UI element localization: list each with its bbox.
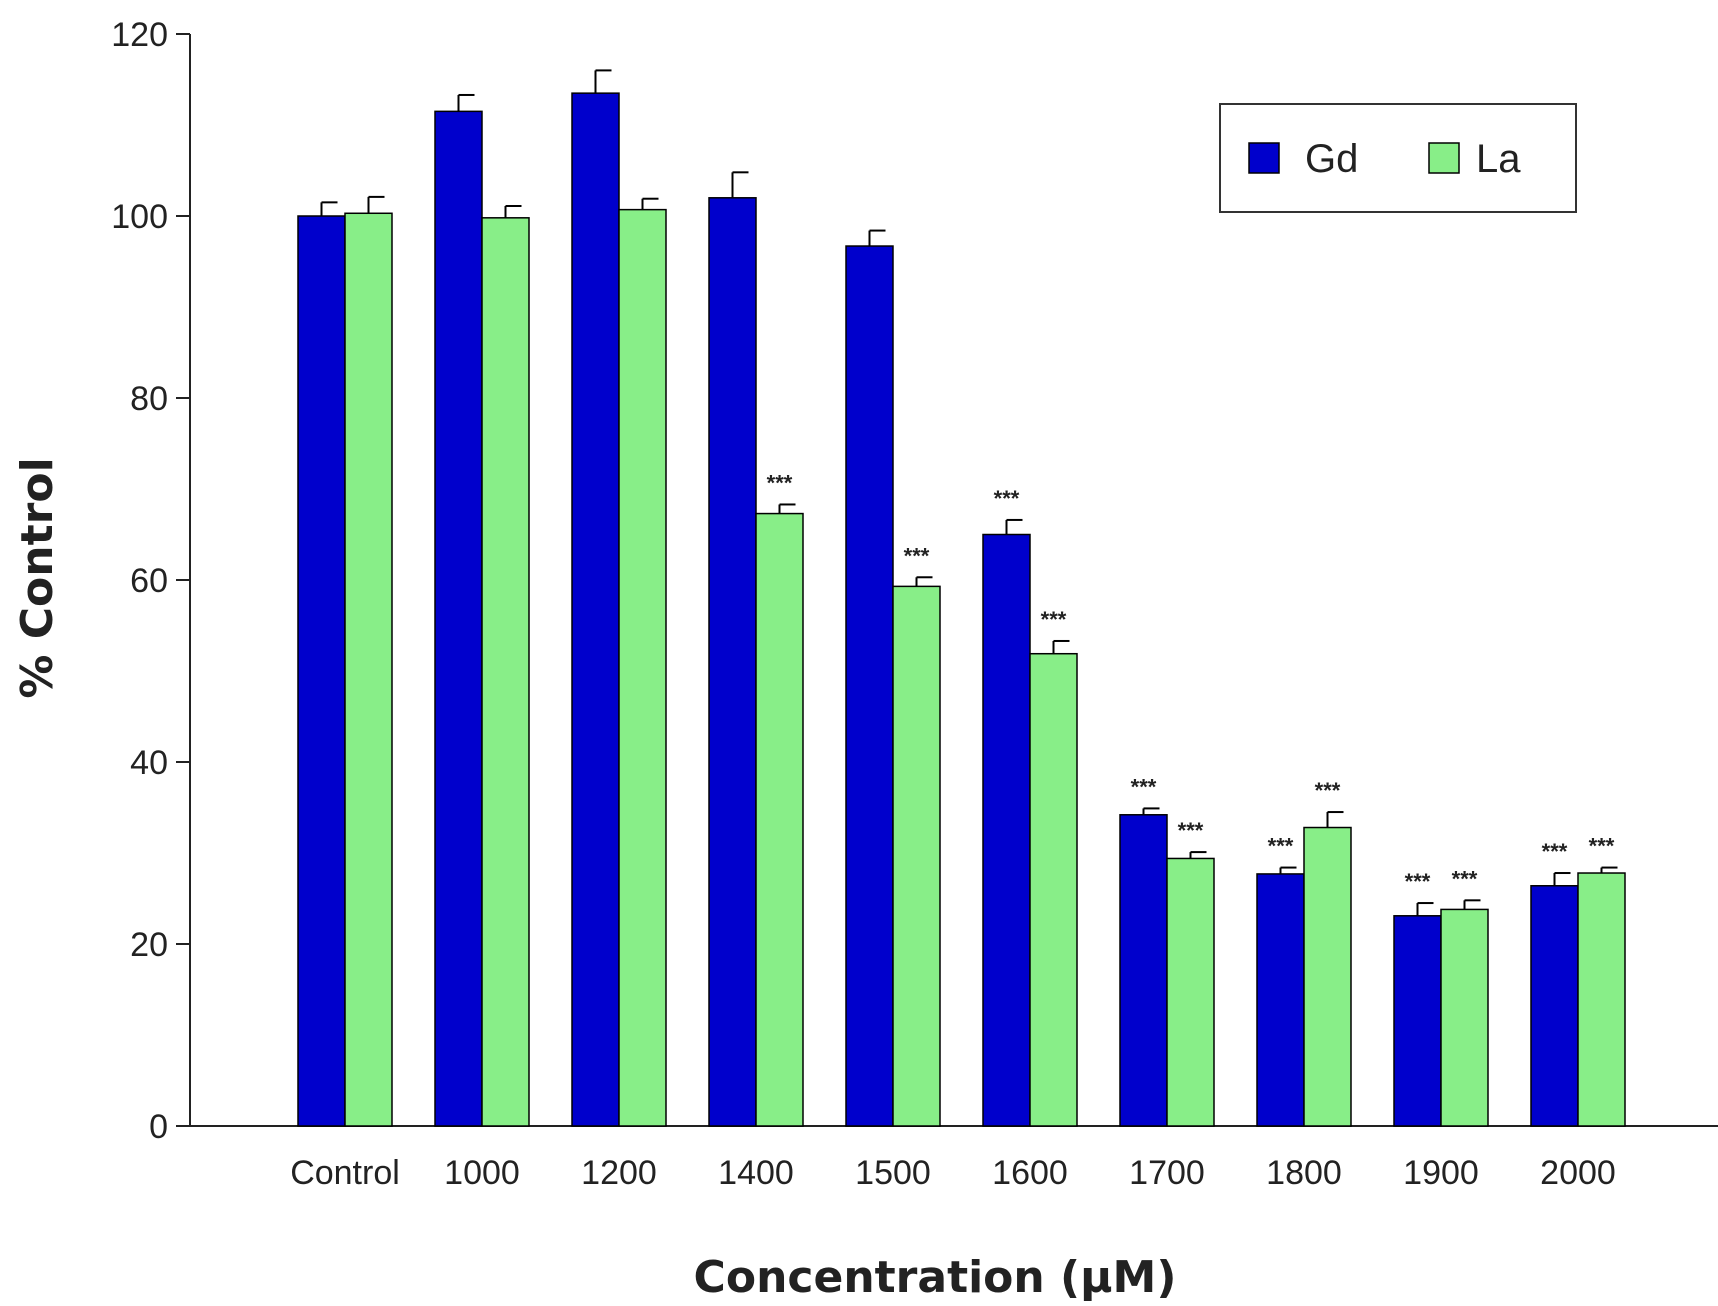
significance-mark: *** <box>1268 834 1294 859</box>
bar-la-1500 <box>892 585 941 1127</box>
y-tick-label: 120 <box>111 16 168 54</box>
y-tick-label: 20 <box>130 926 168 964</box>
bar-la-1000 <box>481 217 530 1127</box>
bar-la-2000 <box>1577 872 1626 1127</box>
y-tick-label: 0 <box>149 1108 168 1146</box>
y-tick-label: 80 <box>130 380 168 418</box>
bar-la-1400 <box>755 512 804 1127</box>
significance-mark: *** <box>994 486 1020 511</box>
bar-la-1600 <box>1029 652 1078 1127</box>
bar-gd-1500 <box>845 245 894 1127</box>
x-axis-title: Concentration (µM) <box>694 1252 1177 1303</box>
bar-gd-control <box>297 215 346 1127</box>
bar-gd-1900 <box>1393 915 1442 1127</box>
x-tick-label: Control <box>290 1154 400 1192</box>
bar-la-1800 <box>1303 826 1352 1127</box>
significance-annotations: *** *** *** *** *** *** *** *** *** *** *** *** <box>767 470 1615 894</box>
bar-gd-1400 <box>708 197 757 1127</box>
legend-label-gd: Gd <box>1305 137 1358 181</box>
significance-mark: *** <box>1452 866 1478 891</box>
x-tick-label: 1500 <box>855 1154 931 1192</box>
x-tick-label: 2000 <box>1540 1154 1616 1192</box>
legend-swatch-la <box>1428 142 1460 174</box>
significance-mark: *** <box>767 470 793 495</box>
bar-gd-1800 <box>1256 873 1305 1127</box>
bar-la-1700 <box>1166 857 1215 1127</box>
bars <box>297 69 1626 1127</box>
bar-gd-1600 <box>982 533 1031 1127</box>
bar-gd-1000 <box>434 110 483 1127</box>
significance-mark: *** <box>1589 834 1615 859</box>
x-tick-label: 1400 <box>718 1154 794 1192</box>
bar-la-1200 <box>618 208 667 1127</box>
significance-mark: *** <box>1405 869 1431 894</box>
x-tick-label: 1700 <box>1129 1154 1205 1192</box>
bar-gd-1700 <box>1119 814 1168 1127</box>
significance-mark: *** <box>1315 778 1341 803</box>
x-tick-label: 1800 <box>1266 1154 1342 1192</box>
y-axis: 0 20 40 60 80 100 120 <box>111 16 191 1146</box>
legend: Gd La <box>1219 103 1577 213</box>
legend-swatch-gd <box>1248 142 1280 174</box>
x-axis: Control 1000 1200 1400 1500 1600 1700 1800 1900 2… <box>190 1125 1718 1192</box>
bar-gd-2000 <box>1530 885 1579 1127</box>
x-tick-label: 1000 <box>444 1154 520 1192</box>
significance-mark: *** <box>1131 774 1157 799</box>
x-tick-label: 1200 <box>581 1154 657 1192</box>
x-tick-label: 1600 <box>992 1154 1068 1192</box>
bar-gd-1200 <box>571 92 620 1127</box>
y-tick-label: 40 <box>130 744 168 782</box>
significance-mark: *** <box>904 543 930 568</box>
y-tick-label: 60 <box>130 562 168 600</box>
y-tick-label: 100 <box>111 198 168 236</box>
bar-la-1900 <box>1440 908 1489 1127</box>
significance-mark: *** <box>1178 818 1204 843</box>
x-tick-label: 1900 <box>1403 1154 1479 1192</box>
bar-la-control <box>344 212 393 1127</box>
y-axis-title: % Control <box>12 457 63 698</box>
significance-mark: *** <box>1542 839 1568 864</box>
legend-label-la: La <box>1476 137 1521 181</box>
significance-mark: *** <box>1041 607 1067 632</box>
